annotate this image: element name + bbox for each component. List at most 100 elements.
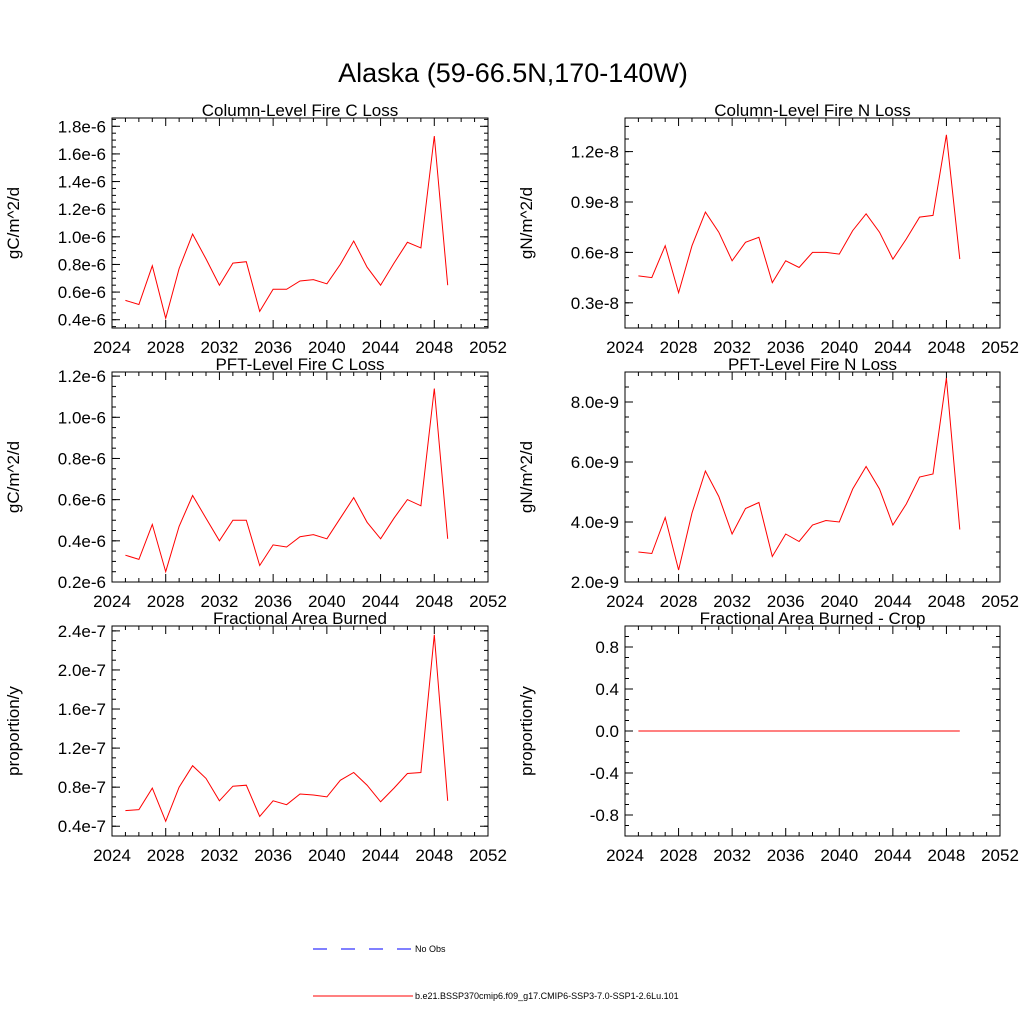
y-tick-label: 1.8e-6 bbox=[58, 117, 106, 136]
series-line bbox=[125, 135, 449, 321]
y-axis-label: proportion/y bbox=[4, 686, 23, 776]
y-axis-label: gC/m^2/d bbox=[4, 187, 23, 259]
x-tick-label: 2032 bbox=[713, 592, 751, 611]
panel-6: Fractional Area Burned - Crop proportion/… bbox=[517, 609, 1019, 865]
x-tick-label: 2040 bbox=[820, 846, 858, 865]
y-tick-label: 2.4e-7 bbox=[58, 622, 106, 641]
plot-frame bbox=[111, 371, 489, 583]
legend-obs-label: No Obs bbox=[415, 944, 446, 954]
x-tick-label: 2048 bbox=[928, 592, 966, 611]
x-tick-label: 2036 bbox=[767, 846, 805, 865]
x-tick-label: 2024 bbox=[606, 846, 644, 865]
x-tick-label: 2052 bbox=[981, 846, 1019, 865]
x-tick-label: 2052 bbox=[981, 338, 1019, 357]
y-axis-label: gC/m^2/d bbox=[4, 441, 23, 513]
panel-title: Fractional Area Burned bbox=[213, 609, 387, 628]
panel-2: Column-Level Fire N Loss gN/m^2/d 2024 2028… bbox=[517, 101, 1019, 357]
y-tick-label: 0.6e-6 bbox=[58, 491, 106, 510]
y-tick-label: 1.0e-6 bbox=[58, 408, 106, 427]
panel-title: Fractional Area Burned - Crop bbox=[700, 609, 926, 628]
legend: No Obs b.e21.BSSP370cmip6.f09_g17.CMIP6-… bbox=[313, 944, 679, 1001]
y-tick-label: 0.4 bbox=[595, 680, 619, 699]
x-tick-label: 2040 bbox=[308, 592, 346, 611]
y-tick-label: 1.2e-6 bbox=[58, 367, 106, 386]
x-tick-label: 2040 bbox=[820, 338, 858, 357]
x-tick-label: 2052 bbox=[469, 592, 507, 611]
series-line bbox=[638, 377, 961, 571]
x-tick-label: 2032 bbox=[713, 846, 751, 865]
y-tick-label: 0.6e-6 bbox=[58, 283, 106, 302]
y-tick-label: 1.4e-6 bbox=[58, 173, 106, 192]
legend-model-label: b.e21.BSSP370cmip6.f09_g17.CMIP6-SSP3-7.… bbox=[415, 991, 679, 1001]
y-tick-label: -0.8 bbox=[590, 806, 619, 825]
y-tick-label: 0.0 bbox=[595, 722, 619, 741]
y-tick-label: 0.8e-6 bbox=[58, 255, 106, 274]
x-tick-label: 2044 bbox=[362, 592, 400, 611]
panel-4: PFT-Level Fire N Loss gN/m^2/d 2024 2028 203… bbox=[517, 355, 1019, 611]
plot-frame bbox=[111, 117, 489, 329]
x-tick-label: 2052 bbox=[469, 846, 507, 865]
x-tick-label: 2032 bbox=[201, 592, 239, 611]
x-tick-label: 2048 bbox=[415, 592, 453, 611]
panel-title: Column-Level Fire N Loss bbox=[714, 101, 911, 120]
x-tick-label: 2028 bbox=[147, 846, 185, 865]
x-tick-label: 2024 bbox=[606, 592, 644, 611]
x-tick-label: 2024 bbox=[93, 592, 131, 611]
series-line bbox=[125, 388, 449, 574]
y-tick-label: -0.4 bbox=[590, 764, 619, 783]
x-tick-label: 2024 bbox=[606, 338, 644, 357]
y-tick-label: 1.6e-6 bbox=[58, 145, 106, 164]
x-tick-label: 2044 bbox=[362, 338, 400, 357]
y-tick-label: 1.0e-6 bbox=[58, 228, 106, 247]
y-tick-label: 1.6e-7 bbox=[58, 700, 106, 719]
y-tick-label: 0.2e-6 bbox=[58, 573, 106, 592]
y-tick-label: 0.9e-8 bbox=[571, 193, 619, 212]
x-tick-label: 2036 bbox=[254, 592, 292, 611]
x-tick-label: 2032 bbox=[713, 338, 751, 357]
y-axis-label: proportion/y bbox=[517, 686, 536, 776]
y-tick-label: 0.4e-7 bbox=[58, 817, 106, 836]
y-tick-label: 1.2e-7 bbox=[58, 739, 106, 758]
x-tick-label: 2044 bbox=[874, 592, 912, 611]
x-tick-label: 2044 bbox=[362, 846, 400, 865]
panel-1: Column-Level Fire C Loss gC/m^2/d 2024 2028… bbox=[4, 101, 507, 357]
x-tick-label: 2044 bbox=[874, 846, 912, 865]
x-tick-label: 2036 bbox=[767, 592, 805, 611]
x-tick-label: 2048 bbox=[928, 338, 966, 357]
y-tick-label: 1.2e-6 bbox=[58, 200, 106, 219]
y-tick-label: 8.0e-9 bbox=[571, 393, 619, 412]
series-line bbox=[638, 134, 961, 295]
y-tick-label: 2.0e-9 bbox=[571, 573, 619, 592]
panel-title: PFT-Level Fire C Loss bbox=[215, 355, 384, 374]
x-tick-label: 2032 bbox=[201, 338, 239, 357]
panel-3: PFT-Level Fire C Loss gC/m^2/d 2024 2028 203… bbox=[4, 355, 507, 611]
x-tick-label: 2028 bbox=[660, 338, 698, 357]
x-tick-label: 2036 bbox=[767, 338, 805, 357]
x-tick-label: 2028 bbox=[147, 592, 185, 611]
y-tick-label: 0.4e-6 bbox=[58, 311, 106, 330]
x-tick-label: 2040 bbox=[308, 846, 346, 865]
x-tick-label: 2048 bbox=[415, 338, 453, 357]
panel-5: Fractional Area Burned proportion/y 2024 20… bbox=[4, 609, 507, 865]
x-tick-label: 2044 bbox=[874, 338, 912, 357]
x-tick-label: 2048 bbox=[415, 846, 453, 865]
y-axis-label: gN/m^2/d bbox=[517, 441, 536, 513]
y-tick-label: 6.0e-9 bbox=[571, 453, 619, 472]
panel-title: Column-Level Fire C Loss bbox=[202, 101, 399, 120]
y-tick-label: 0.8e-6 bbox=[58, 449, 106, 468]
plot-frame bbox=[624, 371, 1001, 583]
y-tick-label: 0.8 bbox=[595, 638, 619, 657]
y-tick-label: 0.6e-8 bbox=[571, 243, 619, 262]
x-tick-label: 2024 bbox=[93, 846, 131, 865]
y-tick-label: 1.2e-8 bbox=[571, 143, 619, 162]
x-tick-label: 2024 bbox=[93, 338, 131, 357]
y-tick-label: 0.4e-6 bbox=[58, 532, 106, 551]
x-tick-label: 2036 bbox=[254, 338, 292, 357]
y-tick-label: 4.0e-9 bbox=[571, 513, 619, 532]
x-tick-label: 2052 bbox=[469, 338, 507, 357]
x-tick-label: 2040 bbox=[308, 338, 346, 357]
x-tick-label: 2028 bbox=[660, 592, 698, 611]
y-tick-label: 0.3e-8 bbox=[571, 294, 619, 313]
x-tick-label: 2052 bbox=[981, 592, 1019, 611]
